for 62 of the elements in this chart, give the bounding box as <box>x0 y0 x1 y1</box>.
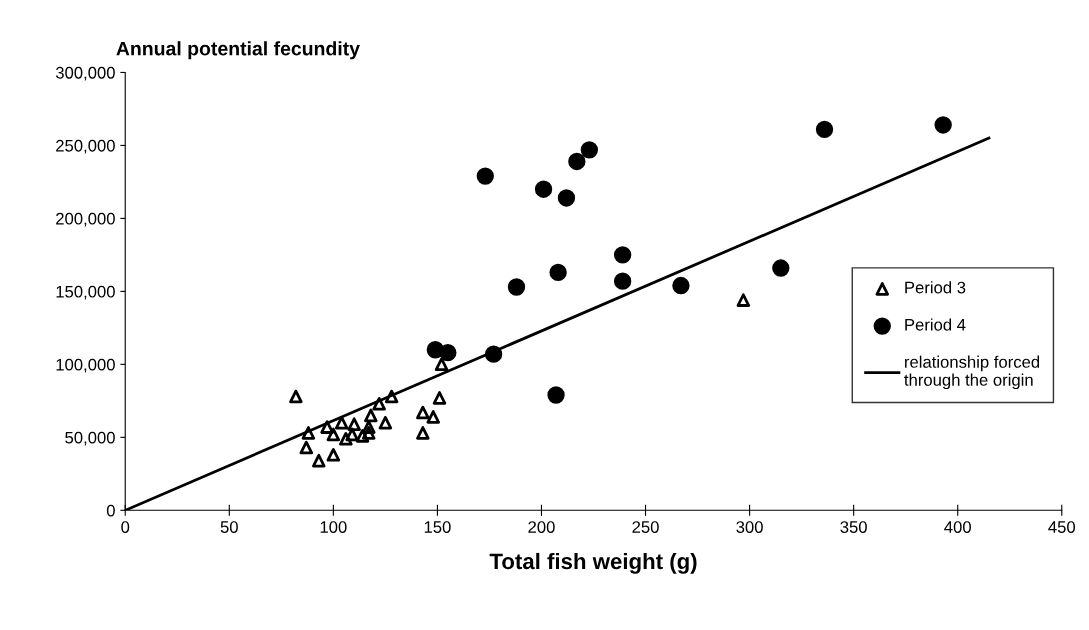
y-tick-label: 250,000 <box>56 139 115 154</box>
point <box>672 276 690 295</box>
point <box>547 386 565 404</box>
x-tick-label: 250 <box>632 521 659 533</box>
point <box>613 246 632 264</box>
x-tick-label: 150 <box>424 521 451 533</box>
x-tick-label: 300 <box>736 521 763 533</box>
y-tick-label: 200,000 <box>56 212 115 227</box>
y-axis-title: Annual potential fecundity <box>116 41 360 60</box>
point <box>320 420 334 434</box>
point <box>312 453 326 468</box>
y-tick-label: 150,000 <box>56 285 115 300</box>
point <box>426 410 441 424</box>
point <box>434 357 449 372</box>
point <box>580 141 599 159</box>
x-tick-label: 400 <box>944 521 971 533</box>
point <box>361 426 376 440</box>
point <box>736 293 751 307</box>
point <box>347 417 361 431</box>
point <box>372 396 386 411</box>
y-tick-label: 50,000 <box>65 431 115 446</box>
point <box>934 116 952 134</box>
y-tick-label: 100,000 <box>56 358 115 373</box>
point <box>378 415 393 430</box>
point <box>476 167 494 185</box>
x-tick-label: 450 <box>1048 521 1076 533</box>
point <box>326 448 341 462</box>
point <box>549 263 567 282</box>
point <box>484 345 503 363</box>
point <box>326 427 341 442</box>
y-tick-label: 300,000 <box>55 66 115 81</box>
x-tick-label: 100 <box>320 521 347 533</box>
point <box>299 440 314 455</box>
point <box>416 405 430 420</box>
point <box>361 420 376 434</box>
point <box>507 278 526 296</box>
point <box>772 259 790 277</box>
point <box>416 426 430 440</box>
point <box>815 120 834 139</box>
y-tick-label: 0 <box>106 504 115 517</box>
point <box>345 427 359 442</box>
point <box>439 344 457 362</box>
point <box>432 391 447 405</box>
x-tick-label: 50 <box>220 521 238 533</box>
point <box>613 272 632 290</box>
point <box>339 432 353 446</box>
point <box>289 389 303 404</box>
point <box>384 389 399 404</box>
point <box>557 189 576 207</box>
legend-label: Period 4 <box>905 318 966 331</box>
point <box>355 429 370 443</box>
point <box>534 180 553 198</box>
legend-label: Period 3 <box>905 281 966 294</box>
x-axis-title: Total fish weight (g) <box>489 552 697 574</box>
x-tick-label: 350 <box>840 521 867 533</box>
point <box>568 152 586 171</box>
legend-label: relationship forced through the origin <box>904 355 1040 390</box>
point <box>334 415 349 430</box>
point <box>301 426 316 440</box>
x-tick-label: 0 <box>121 521 130 533</box>
point <box>364 408 378 423</box>
x-tick-label: 200 <box>528 521 555 533</box>
